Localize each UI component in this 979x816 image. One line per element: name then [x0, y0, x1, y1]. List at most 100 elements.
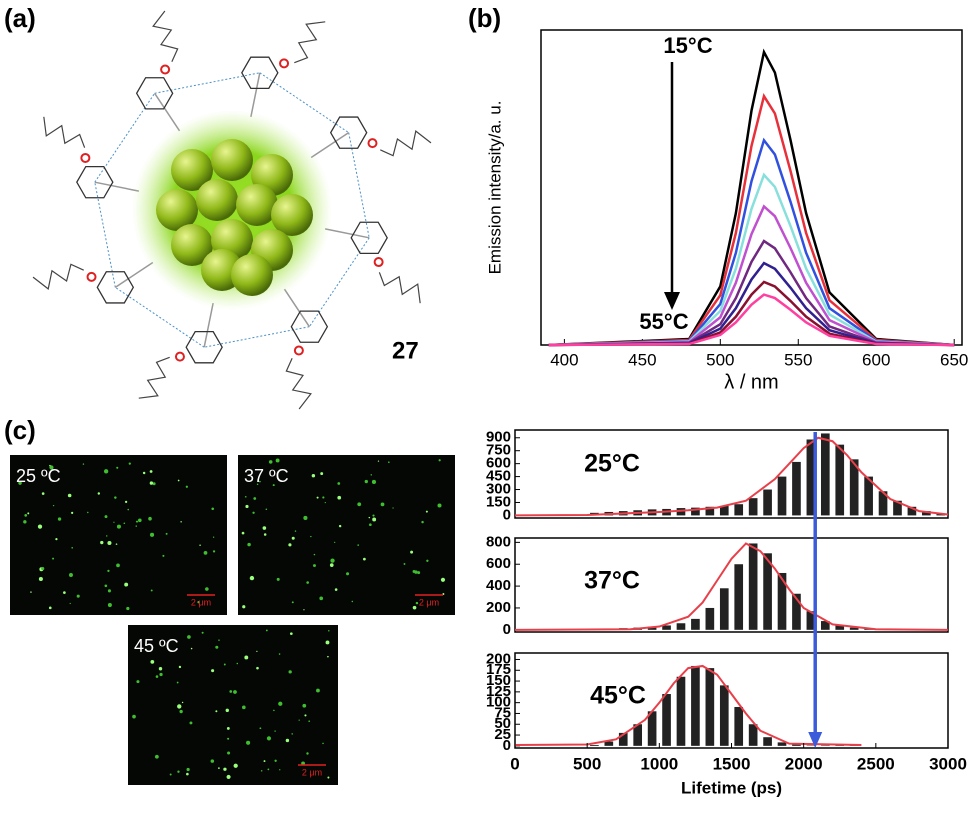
gold-atom	[156, 189, 198, 231]
bond	[203, 302, 214, 348]
fluorescent-spot	[218, 639, 220, 641]
hydrogen-bond	[204, 326, 310, 348]
gold-atom	[211, 139, 253, 181]
histogram-bar	[662, 625, 671, 630]
scale-bar-label: 2 μm	[419, 597, 439, 607]
fluorescent-spot	[24, 514, 28, 517]
annotation: 15°C	[663, 33, 712, 58]
y-tick-label: 400	[486, 577, 511, 594]
spectrum-line	[548, 280, 955, 347]
histogram-bar	[748, 498, 758, 516]
spectrum-line	[548, 137, 955, 347]
annotation: 37°C	[584, 567, 640, 595]
histogram-bar	[734, 504, 744, 516]
side-chain	[294, 21, 326, 64]
fluorescent-spot	[242, 705, 246, 710]
fluorescent-spot	[68, 573, 73, 577]
fluorescent-spot	[115, 543, 118, 545]
fluorescent-spot	[114, 496, 117, 499]
histogram-bar	[777, 572, 787, 630]
bond	[94, 181, 140, 192]
fluorescent-spot	[162, 554, 165, 557]
fluorescent-spot	[298, 719, 300, 721]
fluorescent-spot	[107, 603, 112, 608]
fluorescent-spot	[212, 536, 215, 538]
histogram-bar	[705, 506, 715, 516]
fluorescent-spot	[312, 564, 316, 568]
fluorescent-spot	[48, 606, 52, 610]
annotation: 25°C	[584, 450, 640, 478]
x-tick-label: 550	[784, 350, 812, 369]
oxygen	[160, 64, 171, 75]
y-tick-label: 200	[486, 599, 511, 616]
histogram-bar	[604, 741, 614, 746]
fluorescent-spot	[303, 515, 308, 520]
fluorescent-spot	[249, 575, 255, 581]
fluorescent-spot	[27, 512, 30, 515]
fluorescent-spot	[30, 591, 32, 593]
fluorescent-spot	[126, 606, 130, 611]
y-tick-label: 25	[494, 726, 511, 743]
y-tick-label: 0	[503, 506, 511, 523]
histogram-bar	[705, 607, 715, 630]
fluorescent-spot	[176, 681, 179, 684]
histogram-bar	[777, 476, 787, 516]
fluorescent-spot	[415, 601, 419, 605]
fluorescent-spot	[438, 459, 441, 462]
fluorescent-spot	[259, 727, 262, 730]
x-tick-label: 650	[940, 350, 968, 369]
fit-curve	[514, 542, 949, 631]
fluorescent-spot	[177, 704, 182, 709]
reference-arrow-head	[808, 732, 823, 748]
fluorescent-spot	[334, 541, 336, 544]
oxygen	[80, 152, 91, 163]
fluorescent-spot	[197, 600, 200, 604]
histogram-bar	[792, 461, 801, 516]
fluorescent-spot	[165, 532, 168, 535]
y-tick-label: 0	[503, 737, 511, 754]
fluorescent-spot	[412, 605, 417, 610]
triazine-ring	[350, 221, 388, 255]
triazine-ring	[290, 310, 329, 343]
fluorescent-spot	[253, 497, 257, 500]
fluorescent-spot	[273, 709, 275, 712]
fluorescent-spot	[262, 526, 267, 530]
fluorescent-spot	[392, 507, 394, 509]
gold-atom	[196, 179, 238, 221]
y-tick-label: 900	[486, 429, 511, 446]
fluorescent-spot	[316, 688, 320, 693]
x-axis-label: λ / nm	[724, 371, 778, 393]
fluorescent-spot	[417, 571, 421, 575]
y-tick-label: 150	[486, 493, 511, 510]
fluorescent-spot	[177, 770, 180, 773]
fluorescent-spot	[37, 524, 43, 529]
fluorescent-spot	[107, 540, 112, 546]
scale-bar-label: 2 μm	[302, 767, 322, 777]
fluorescent-spot	[76, 594, 80, 598]
fluorescent-spot	[52, 504, 55, 507]
histogram-bar	[719, 588, 729, 630]
oxygen	[373, 257, 384, 268]
histogram-bar	[691, 507, 700, 516]
fit-curve	[514, 436, 949, 517]
histogram-bar	[922, 511, 931, 516]
fluorescent-spot	[325, 640, 330, 645]
fluorescent-spot	[334, 588, 338, 591]
fluorescent-spot	[190, 647, 193, 650]
fluorescent-spot	[106, 535, 108, 537]
histogram-bar	[633, 724, 643, 746]
triazine-ring	[135, 77, 174, 110]
histogram-bar	[691, 665, 700, 746]
fluorescent-spot	[311, 474, 316, 478]
fluorescent-spot	[148, 516, 152, 521]
fluorescent-spot	[291, 536, 295, 540]
fluorescent-spot	[149, 470, 153, 473]
micrograph	[238, 455, 455, 615]
fluorescent-spot	[100, 540, 104, 545]
fluorescent-spot	[330, 558, 335, 563]
micrograph-label: 25 ºC	[16, 466, 61, 486]
fluorescent-spot	[414, 570, 418, 574]
side-chain	[138, 356, 170, 399]
side-chain	[380, 130, 432, 157]
triazine-ring	[76, 165, 114, 199]
